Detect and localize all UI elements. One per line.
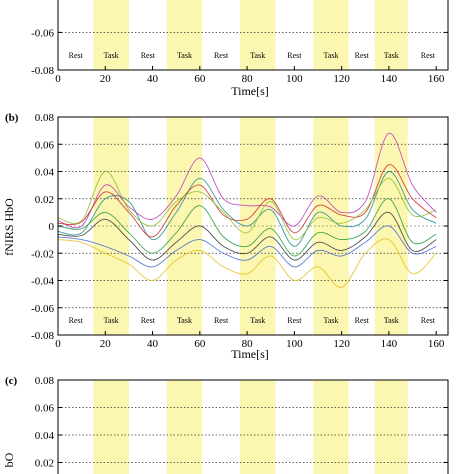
y-tick-label: -0.08 bbox=[31, 65, 54, 77]
task-band bbox=[166, 0, 203, 70]
phase-label-rest: Rest bbox=[141, 316, 156, 325]
task-band bbox=[93, 0, 129, 70]
series-line-1 bbox=[57, 132, 437, 229]
y-tick-label: 0.08 bbox=[35, 112, 55, 124]
panel-c: (c) 0.08 0.06 0.04 0.02 bO bbox=[2, 375, 449, 474]
x-tick-label: 0 bbox=[55, 338, 61, 350]
panel-a: Rest Task Rest Task Rest Task Rest Task Rest Task… bbox=[31, 0, 449, 98]
panel-c-ylabel: bO bbox=[2, 452, 16, 467]
panel-a-xlabel: Time[s] bbox=[231, 84, 269, 98]
y-tick-label: 0.02 bbox=[35, 458, 54, 470]
x-tick-label: 120 bbox=[333, 73, 350, 85]
task-band bbox=[313, 0, 349, 70]
panel-b: (b) Rest Task Rest Task Rest Task Rest Task Rest… bbox=[2, 112, 449, 361]
x-tick-label: 80 bbox=[242, 338, 254, 350]
phase-label-rest: Rest bbox=[287, 51, 302, 60]
phase-label-rest: Rest bbox=[355, 316, 370, 325]
phase-label-task: Task bbox=[250, 316, 265, 325]
panel-b-xlabel: Time[s] bbox=[231, 347, 269, 361]
x-tick-label: 80 bbox=[242, 73, 254, 85]
phase-label-task: Task bbox=[177, 51, 192, 60]
series-line-6 bbox=[57, 211, 437, 261]
x-tick-label: 140 bbox=[381, 338, 398, 350]
phase-label-rest: Rest bbox=[214, 316, 229, 325]
phase-label-rest: Rest bbox=[69, 51, 84, 60]
phase-label-rest: Rest bbox=[421, 51, 436, 60]
x-tick-label: 100 bbox=[286, 338, 303, 350]
y-tick-label: -0.06 bbox=[31, 303, 54, 315]
y-tick-label: 0.04 bbox=[35, 430, 55, 442]
task-band bbox=[240, 0, 276, 70]
plot-frame bbox=[57, 0, 449, 71]
phase-label-rest: Rest bbox=[421, 316, 436, 325]
phase-label-task: Task bbox=[324, 316, 339, 325]
x-tick-label: 140 bbox=[381, 73, 398, 85]
y-tick-label: 0.04 bbox=[35, 167, 55, 179]
task-band bbox=[313, 380, 349, 474]
phase-label-task: Task bbox=[324, 51, 339, 60]
x-tick-label: 40 bbox=[147, 338, 159, 350]
y-tick-label: 0.06 bbox=[35, 139, 55, 151]
y-tick-label: -0.02 bbox=[31, 248, 54, 260]
y-tick-label: 0 bbox=[49, 221, 55, 233]
y-tick-label: 0.08 bbox=[35, 375, 55, 387]
y-tick-label: -0.04 bbox=[31, 276, 54, 288]
phase-label-rest: Rest bbox=[355, 51, 370, 60]
task-band bbox=[166, 380, 203, 474]
series-line-3 bbox=[57, 238, 437, 288]
x-tick-label: 20 bbox=[100, 338, 112, 350]
series-line-2 bbox=[57, 225, 437, 268]
series-line-4 bbox=[57, 198, 437, 257]
panel-b-label: (b) bbox=[5, 112, 19, 124]
y-tick-label: -0.06 bbox=[31, 27, 54, 39]
phase-label-task: Task bbox=[177, 316, 192, 325]
phase-label-task: Task bbox=[384, 51, 399, 60]
task-band bbox=[374, 380, 408, 474]
y-tick-label: -0.08 bbox=[31, 330, 54, 342]
task-band bbox=[374, 0, 408, 70]
y-tick-label: 0.06 bbox=[35, 403, 55, 415]
phase-label-rest: Rest bbox=[214, 51, 229, 60]
phase-label-task: Task bbox=[104, 316, 119, 325]
phase-label-task: Task bbox=[104, 51, 119, 60]
task-band bbox=[93, 380, 129, 474]
x-tick-label: 120 bbox=[333, 338, 350, 350]
series-line-7 bbox=[57, 171, 437, 241]
phase-label-rest: Rest bbox=[141, 51, 156, 60]
x-tick-label: 60 bbox=[194, 73, 206, 85]
panel-c-label: (c) bbox=[5, 375, 18, 387]
x-tick-label: 160 bbox=[428, 338, 445, 350]
task-band bbox=[240, 380, 276, 474]
phase-label-task: Task bbox=[384, 316, 399, 325]
phase-label-rest: Rest bbox=[287, 316, 302, 325]
x-tick-label: 100 bbox=[286, 73, 303, 85]
panel-b-ylabel: fNIRS HbO bbox=[2, 198, 16, 256]
x-tick-label: 160 bbox=[428, 73, 445, 85]
phase-label-task: Task bbox=[250, 51, 265, 60]
y-tick-label: 0.02 bbox=[35, 194, 54, 206]
phase-label-rest: Rest bbox=[69, 316, 84, 325]
x-tick-label: 0 bbox=[55, 73, 61, 85]
x-tick-label: 60 bbox=[194, 338, 206, 350]
x-tick-label: 40 bbox=[147, 73, 159, 85]
x-tick-label: 20 bbox=[100, 73, 112, 85]
